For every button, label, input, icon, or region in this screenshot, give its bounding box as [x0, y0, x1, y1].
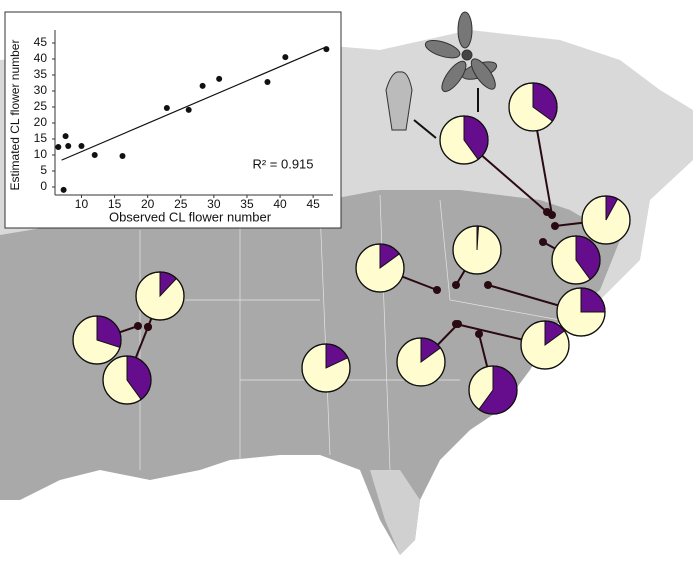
site-dot: [551, 222, 559, 230]
data-point: [60, 186, 67, 193]
pie-outline: [301, 343, 351, 393]
y-tick-label: 40: [34, 51, 48, 65]
site-dot: [433, 286, 441, 294]
y-tick-label: 0: [40, 179, 47, 193]
data-point: [62, 133, 69, 140]
inset-frame: [4, 11, 342, 229]
y-tick-label: 35: [34, 67, 48, 81]
data-point: [216, 75, 223, 82]
pie-outline: [72, 315, 122, 365]
site-dot: [452, 281, 460, 289]
state-lines: [139, 194, 561, 471]
trend-line: [61, 46, 327, 161]
pie-outline: [355, 243, 405, 293]
flower-closed: [385, 71, 437, 139]
x-axis-label: Observed CL flower number: [109, 209, 272, 224]
data-point: [264, 79, 271, 86]
pie-outline: [551, 235, 601, 285]
site-dot: [539, 238, 547, 246]
site-dot: [484, 281, 492, 289]
pie-outline: [396, 337, 446, 387]
data-point: [78, 143, 85, 150]
x-tick-label: 25: [174, 197, 188, 211]
y-tick-label: 45: [34, 35, 48, 49]
x-tick-label: 20: [141, 197, 155, 211]
x-tick-label: 45: [306, 197, 320, 211]
x-tick-label: 40: [273, 197, 287, 211]
r-squared: R² = 0.915: [252, 156, 313, 171]
data-point: [55, 144, 62, 150]
data-point: [119, 152, 126, 159]
pie-outline: [581, 195, 631, 245]
data-point: [163, 104, 170, 111]
y-tick-label: 30: [34, 83, 48, 97]
y-tick-label: 10: [34, 147, 48, 161]
data-point: [65, 143, 72, 150]
pie-outline: [468, 365, 518, 415]
pie-outline: [508, 82, 558, 132]
x-tick-label: 10: [75, 197, 89, 211]
x-tick-label: 30: [207, 197, 221, 211]
pie-outline: [102, 355, 152, 405]
y-tick-label: 20: [34, 115, 48, 129]
pie-outline: [556, 287, 606, 337]
site-dot: [144, 323, 152, 331]
site-dot: [475, 330, 483, 338]
pie-outline: [452, 225, 502, 275]
y-tick-label: 25: [34, 99, 48, 113]
data-point: [282, 54, 289, 61]
y-axis-label: Estimated CL flower number: [8, 40, 22, 191]
flower-open: [424, 11, 498, 112]
y-tick-label: 5: [40, 163, 47, 177]
site-dot: [454, 320, 462, 328]
site-dot: [134, 322, 142, 330]
pie-outline: [135, 271, 185, 321]
data-point: [91, 152, 98, 158]
pie-outline: [520, 320, 570, 370]
site-dot: [548, 211, 556, 219]
x-tick-label: 35: [240, 197, 254, 211]
data-point: [323, 46, 330, 53]
pie-outline: [439, 115, 489, 165]
data-point: [185, 106, 192, 113]
y-tick-label: 15: [34, 131, 48, 145]
x-tick-label: 15: [108, 197, 122, 211]
data-point: [199, 82, 206, 89]
map-florida: [370, 470, 420, 555]
